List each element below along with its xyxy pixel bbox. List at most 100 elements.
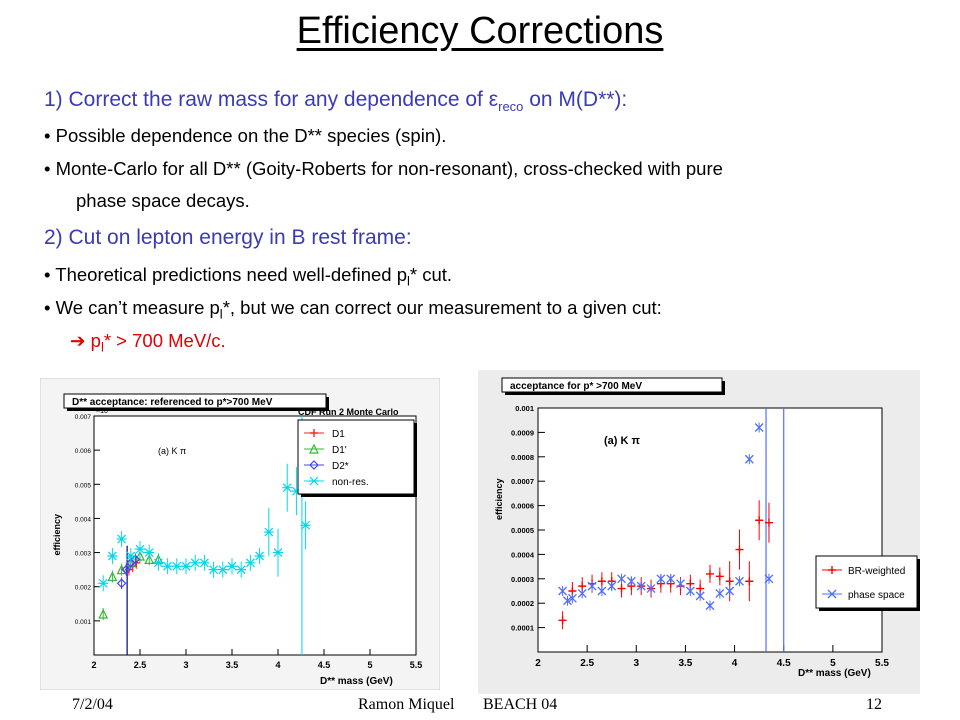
legend-label: D1' — [332, 445, 347, 456]
data-point — [171, 561, 182, 571]
legend-marker — [309, 460, 319, 470]
legend-label: D2* — [332, 461, 349, 472]
arrow-icon: ➔ — [70, 330, 86, 351]
x-tick-label: 4.5 — [777, 658, 791, 669]
x-tick-label: 2 — [91, 660, 96, 670]
data-point — [144, 554, 155, 564]
data-point — [107, 571, 118, 582]
footer-author: Ramon Miquel — [358, 696, 455, 713]
y-tick-label: 0.005 — [75, 482, 92, 489]
data-point — [626, 576, 636, 586]
chart-annotation: (a) K π — [158, 446, 186, 456]
legend-label: BR-weighted — [848, 566, 905, 577]
x-tick-label: 4.5 — [318, 660, 331, 670]
y-tick-label: 0.002 — [75, 585, 92, 592]
data-point — [181, 561, 191, 571]
bullet-measure: • We can’t measure pl*, but we can corre… — [44, 297, 662, 322]
data-point — [208, 565, 219, 575]
data-point — [567, 593, 577, 603]
data-point — [597, 586, 607, 596]
data-point — [190, 558, 201, 568]
y-tick-label: 0.0003 — [511, 575, 534, 584]
y-tick-label: 0.003 — [75, 551, 92, 558]
data-point — [656, 574, 666, 584]
x-tick-label: 5.5 — [410, 660, 423, 670]
x-tick-label: 3 — [634, 658, 640, 669]
chart-title-box-front — [63, 393, 327, 409]
data-point — [666, 574, 676, 584]
data-point — [563, 596, 572, 606]
x-tick-label: 4 — [732, 658, 738, 669]
epsilon-symbol: ε — [488, 88, 499, 111]
y-tick-label: 0.0001 — [511, 624, 534, 633]
x-tick-label: 3.5 — [226, 660, 239, 670]
data-point — [135, 544, 145, 554]
data-point — [744, 454, 754, 464]
left-acceptance-chart: D** acceptance: referenced to p*>700 MeV… — [40, 378, 440, 690]
legend-marker — [309, 443, 319, 454]
data-point — [676, 579, 685, 589]
data-point — [227, 561, 237, 571]
data-point — [735, 545, 744, 554]
legend-marker — [828, 566, 836, 574]
bullet-species: • Possible dependence on the D** species… — [44, 125, 447, 146]
data-point — [607, 581, 617, 591]
x-tick-label: 2 — [535, 658, 541, 669]
data-point — [125, 551, 136, 561]
x-tick-label: 5 — [830, 658, 836, 669]
data-point — [217, 565, 228, 575]
data-point — [107, 551, 118, 561]
y-tick-label: 0.007 — [75, 414, 92, 421]
data-point — [577, 588, 587, 598]
data-point — [706, 569, 714, 578]
data-point — [755, 516, 764, 525]
legend-label: phase space — [848, 590, 905, 601]
bullet-theoretical: • Theoretical predictions need well-defi… — [44, 264, 453, 289]
x-tick-label: 2.5 — [134, 660, 147, 670]
chart-annotation: (a) K π — [604, 435, 641, 447]
legend-marker — [827, 589, 837, 599]
data-point — [617, 574, 627, 584]
heading-1: 1) Correct the raw mass for any dependen… — [44, 88, 628, 115]
y-tick-label: 0.0006 — [511, 502, 534, 511]
data-point — [282, 483, 293, 493]
y-tick-label: 0.001 — [515, 404, 534, 413]
data-point — [646, 584, 656, 594]
data-point — [144, 548, 155, 557]
legend-label: D1 — [332, 429, 345, 440]
y-axis-label: efficiency — [494, 478, 504, 520]
legend-label: non-res. — [332, 477, 369, 488]
chart-title: D** acceptance: referenced to p*>700 MeV — [72, 397, 273, 408]
data-point — [300, 520, 311, 530]
data-point — [245, 558, 256, 568]
data-point — [98, 578, 109, 588]
data-point — [162, 561, 173, 571]
footer-page-number: 12 — [866, 696, 882, 713]
data-point — [725, 577, 734, 586]
y-axis-label: efficiency — [52, 514, 62, 556]
data-point — [135, 550, 145, 561]
bullet-monte-carlo-line1: • Monte-Carlo for all D** (Goity-Roberts… — [44, 158, 723, 179]
data-point — [273, 548, 283, 557]
bullet-monte-carlo-line2: phase space decays. — [76, 190, 250, 211]
data-point — [754, 423, 764, 432]
plot-frame — [537, 407, 883, 653]
y-tick-label: 0.0008 — [511, 453, 534, 462]
heading-2: 2) Cut on lepton energy in B rest frame: — [44, 226, 412, 249]
data-point — [745, 577, 754, 586]
data-point — [705, 601, 715, 611]
x-axis-label: D** mass (GeV) — [320, 676, 393, 687]
data-point — [587, 581, 597, 591]
y-tick-label: 0.006 — [75, 448, 92, 455]
slide-title: Efficiency Corrections — [296, 10, 664, 52]
data-point — [725, 586, 735, 596]
y-tick-label: 0.0007 — [511, 477, 534, 486]
result-line: ➔ pl* > 700 MeV/c. — [70, 330, 226, 355]
y-tick-label: 0.0004 — [511, 550, 535, 559]
x-tick-label: 5.5 — [875, 658, 889, 669]
data-point — [153, 558, 164, 568]
data-point — [98, 608, 109, 619]
data-point — [597, 577, 606, 586]
data-point — [116, 564, 127, 575]
data-point — [254, 551, 265, 561]
